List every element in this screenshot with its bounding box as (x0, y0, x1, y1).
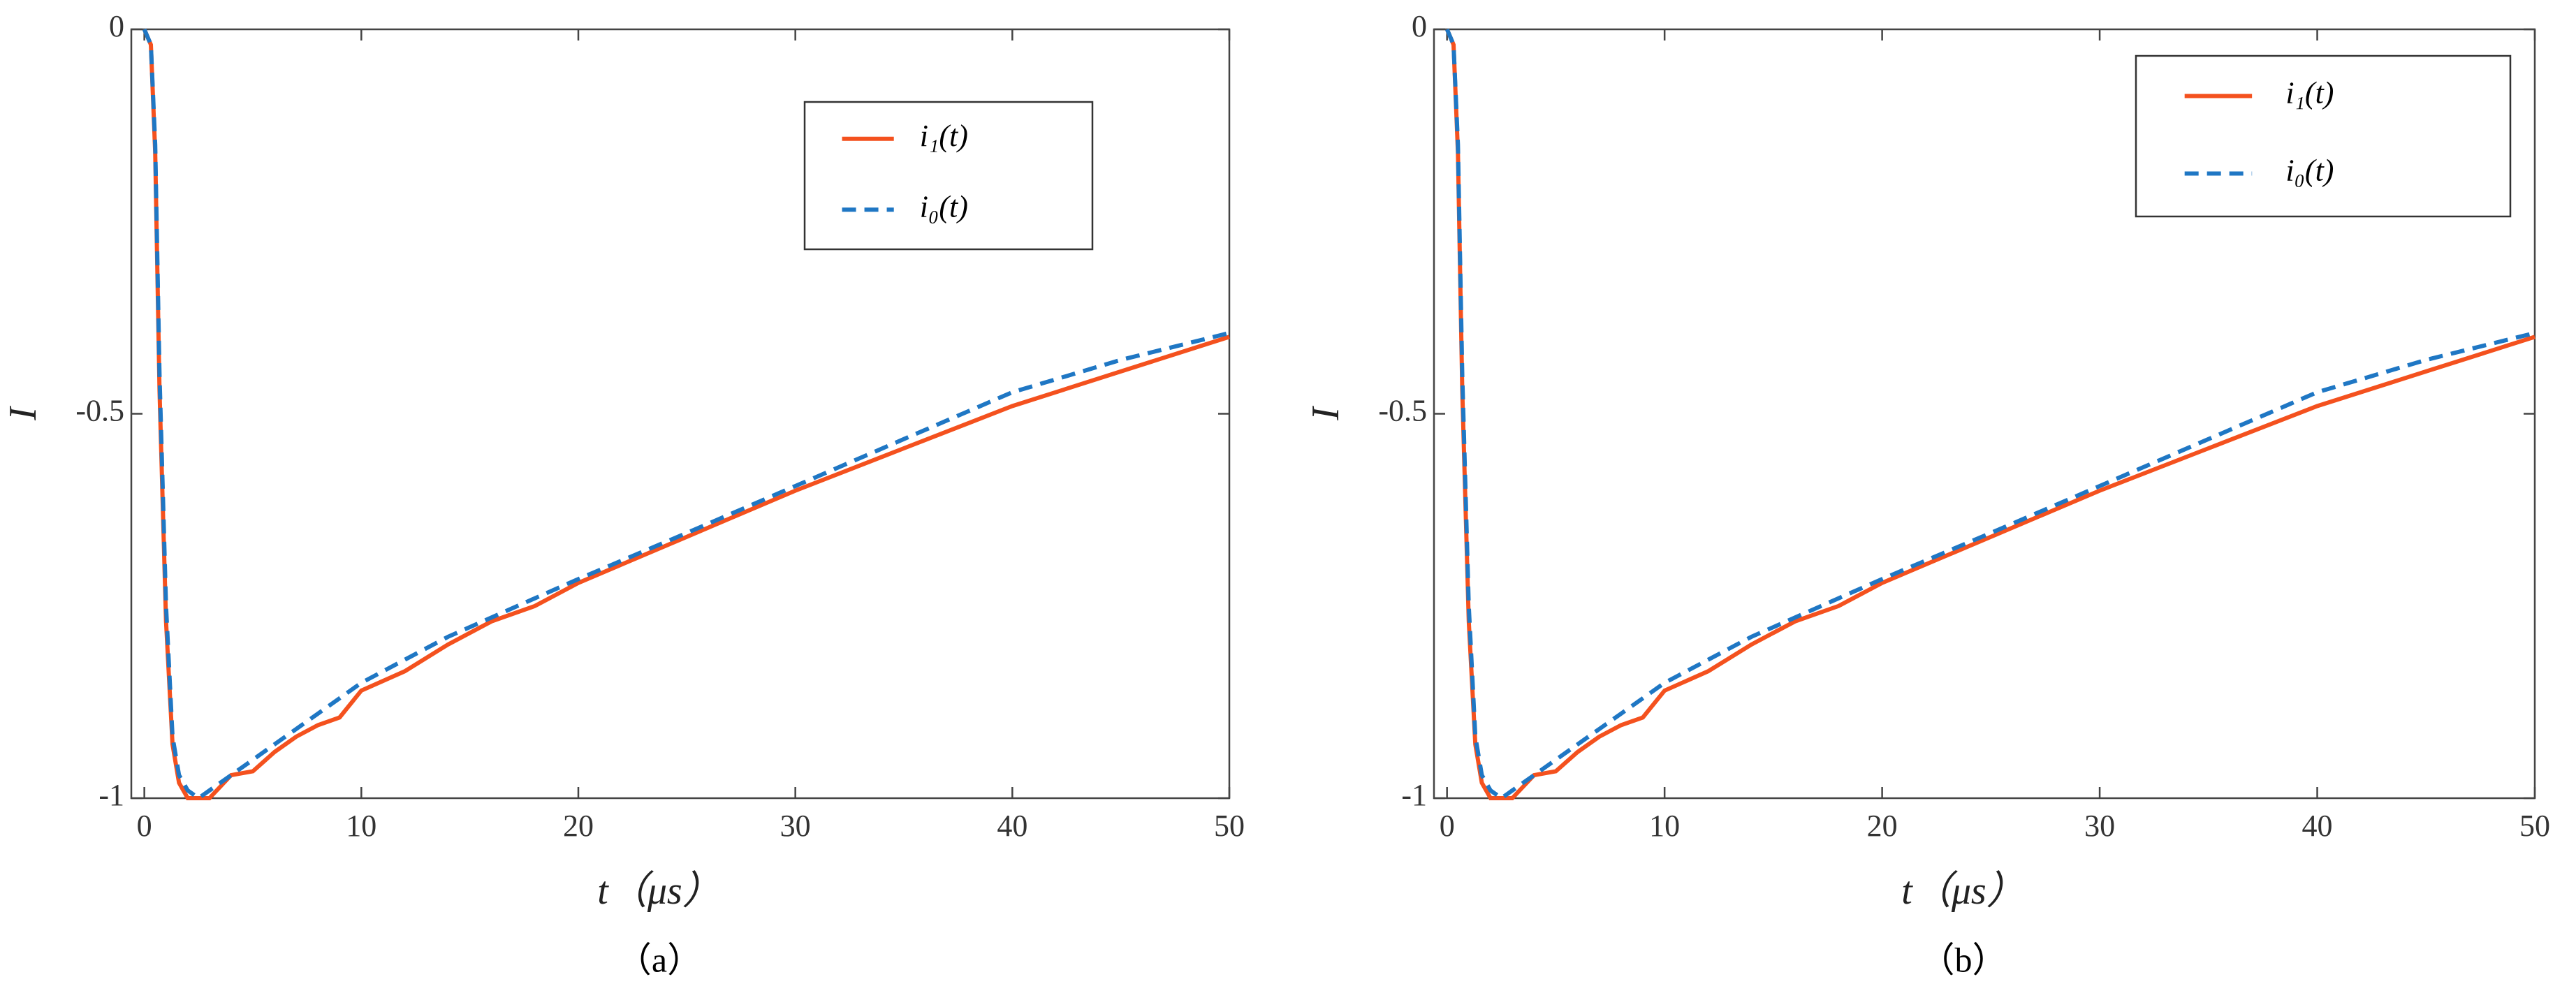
x-tick-label: 40 (2302, 809, 2333, 843)
legend-box (2135, 54, 2512, 218)
data-line (142, 28, 1230, 801)
x-axis-label: t（μs） (1901, 869, 2025, 913)
chart-panel: 0 10 20 30 40 50 -1 -0.5 0 t（μs） I （b） i₁(t) i₀(t) (1304, 9, 2550, 979)
x-tick-label: 20 (563, 809, 594, 843)
x-tick-label: 50 (1214, 809, 1245, 843)
chart-panel: 0 10 20 30 40 50 -1 -0.5 0 t（μs） I （a） i₁(t) i₀(t) (1, 9, 1245, 979)
y-tick-label: -1 (1401, 778, 1427, 812)
y-axis-label: I (1304, 406, 1347, 421)
x-tick-label: 0 (137, 809, 152, 843)
legend-label: i₁(t) (2285, 76, 2334, 110)
y-tick-label: -0.5 (1378, 394, 1427, 428)
legend-label: i₀(t) (2285, 154, 2334, 188)
x-tick-label: 10 (346, 809, 376, 843)
y-tick-label: 0 (109, 9, 124, 43)
y-axis-label: I (1, 406, 45, 421)
x-tick-label: 20 (1867, 809, 1898, 843)
panel-caption: （b） (1920, 940, 2007, 979)
panel-caption: （a） (617, 940, 702, 979)
x-tick-label: 0 (1440, 809, 1455, 843)
x-tick-label: 10 (1649, 809, 1680, 843)
x-tick-label: 50 (2519, 809, 2550, 843)
y-tick-label: 0 (1412, 9, 1427, 43)
y-tick-label: -0.5 (75, 394, 124, 428)
legend-label: i₁(t) (920, 119, 968, 153)
legend-box (803, 101, 1094, 251)
x-tick-label: 40 (997, 809, 1027, 843)
x-tick-label: 30 (2084, 809, 2115, 843)
y-tick-label: -1 (98, 778, 124, 812)
x-tick-label: 30 (780, 809, 811, 843)
legend-label: i₀(t) (920, 189, 968, 223)
x-axis-label: t（μs） (597, 869, 721, 913)
data-line (1444, 28, 2535, 801)
